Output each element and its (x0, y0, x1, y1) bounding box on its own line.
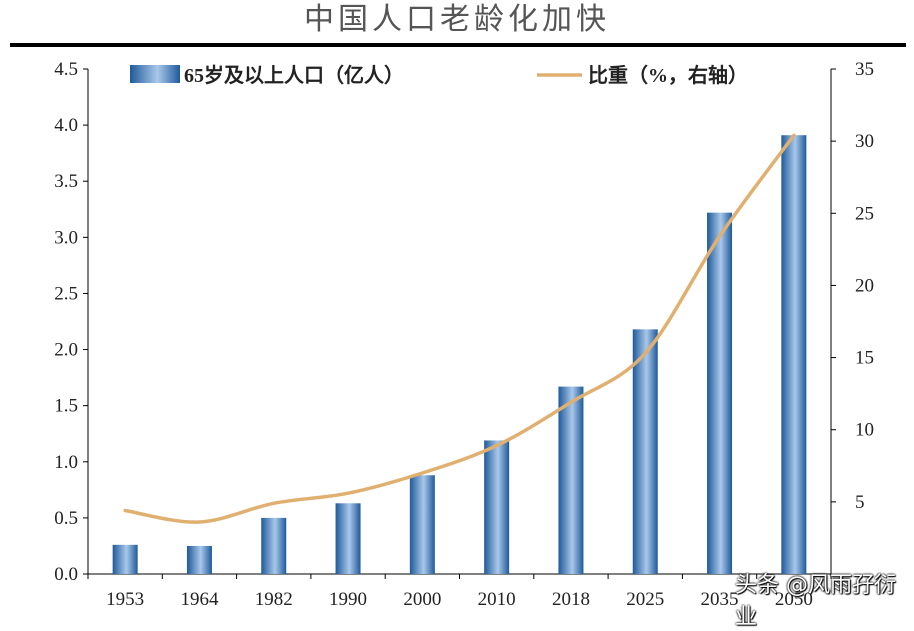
line-point (124, 509, 126, 512)
bar (484, 440, 510, 574)
legend-bar-label: 65岁及以上人口（亿人） (184, 63, 404, 87)
chart-title: 中国人口老龄化加快 (304, 2, 610, 37)
line-point (272, 502, 275, 505)
left-tick-label: 0.5 (54, 508, 78, 529)
line-point (421, 472, 424, 474)
x-tick-label: 1982 (255, 589, 293, 610)
bar (632, 329, 658, 574)
line-point (718, 235, 721, 238)
tick-labels: 0.00.51.01.52.02.53.03.54.04.55101520253… (54, 59, 874, 610)
right-tick-label: 35 (855, 59, 874, 80)
left-tick-label: 3.5 (54, 171, 78, 192)
x-tick-label: 2010 (478, 589, 516, 610)
ratio-line (123, 133, 796, 524)
bar (261, 517, 287, 574)
x-tick-label: 2018 (552, 589, 590, 610)
line-point (198, 521, 201, 523)
legend-line-label: 比重（%，右轴） (588, 63, 748, 87)
x-tick-label: 2050 (775, 589, 813, 610)
legend: 65岁及以上人口（亿人） 比重（%，右轴） (130, 63, 748, 87)
line-point (644, 352, 647, 355)
right-tick-label: 20 (855, 275, 874, 296)
bar (335, 503, 361, 574)
bar (112, 544, 138, 574)
aging-chart: 0.00.51.01.52.02.53.03.54.04.55101520253… (54, 59, 874, 610)
right-tick-label: 5 (855, 492, 865, 513)
left-tick-label: 3.0 (54, 227, 78, 248)
left-tick-label: 4.5 (54, 59, 78, 80)
line-point (347, 492, 349, 495)
right-tick-label: 15 (855, 348, 874, 369)
left-tick-label: 4.0 (54, 115, 78, 136)
line-point (570, 401, 572, 404)
line-point (495, 444, 498, 447)
x-tick-label: 2000 (403, 589, 441, 610)
bar-series (112, 135, 807, 574)
left-tick-label: 2.0 (54, 340, 78, 361)
bar (781, 135, 807, 574)
right-tick-label: 30 (855, 131, 874, 152)
left-tick-label: 0.0 (54, 564, 78, 585)
x-tick-label: 2025 (626, 589, 664, 610)
line-point (793, 134, 795, 137)
bar (186, 545, 212, 574)
x-tick-label: 1953 (106, 589, 144, 610)
title-underline (10, 43, 906, 47)
bar (409, 475, 435, 574)
watermark: 头条 @风雨孖衍业 (735, 573, 896, 630)
x-tick-label: 1990 (329, 589, 367, 610)
right-tick-label: 25 (855, 203, 874, 224)
legend-bar-swatch (130, 65, 180, 83)
bar (558, 386, 584, 574)
x-tick-label: 1964 (180, 589, 219, 610)
left-tick-label: 2.5 (54, 283, 78, 304)
bar (707, 212, 733, 574)
right-tick-label: 10 (855, 420, 874, 441)
left-tick-label: 1.5 (54, 396, 78, 417)
x-tick-label: 2035 (701, 589, 739, 610)
left-tick-label: 1.0 (54, 452, 78, 473)
line-series (123, 133, 796, 524)
